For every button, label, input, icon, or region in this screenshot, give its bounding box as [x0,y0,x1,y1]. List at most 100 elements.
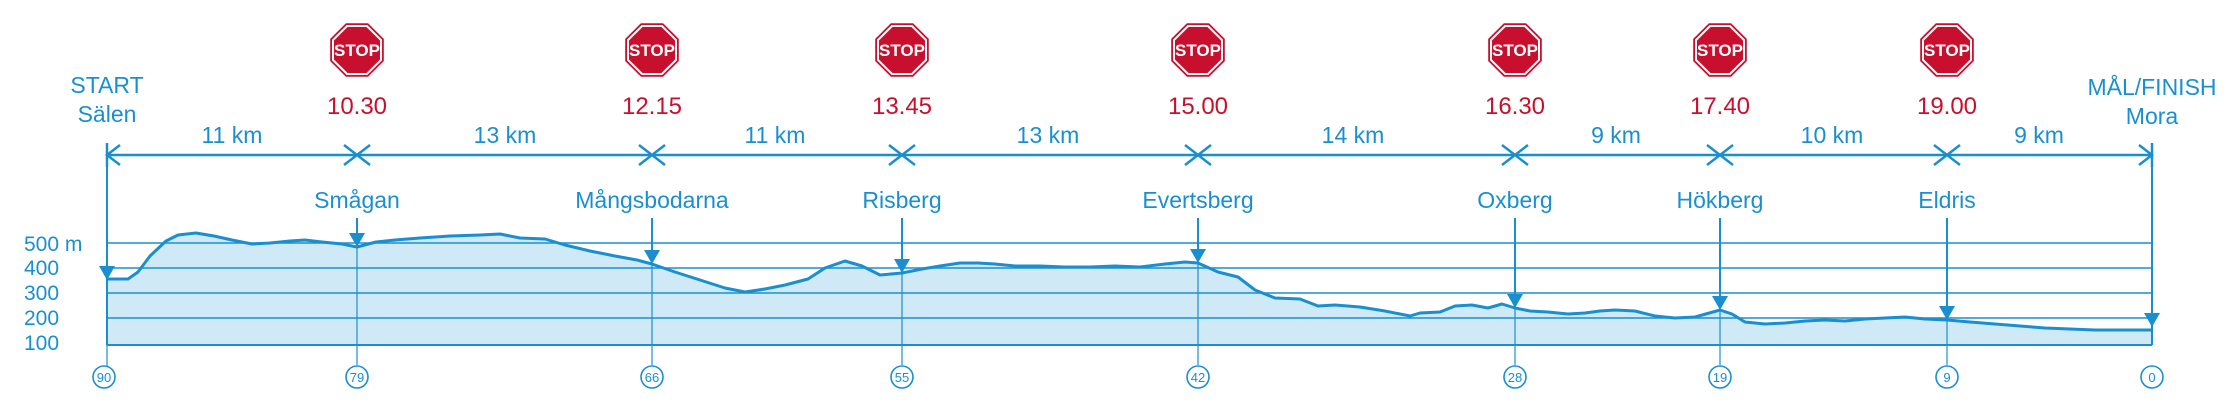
finish-label: MÅL/FINISH [2087,73,2216,100]
station-name: Smågan [314,187,400,213]
elevation-label-500: 500 m [24,233,82,256]
elevation-label-400: 400 [24,257,59,280]
arrowhead-left [649,144,666,166]
station-km-circle [1935,365,1959,389]
stop-sign-octagon [875,23,929,77]
elevation-profile-area [107,233,2152,345]
stop-sign-text: STOP [879,41,925,60]
elevation-profile-line [107,231,2152,332]
station-km-label: 66 [645,370,659,385]
arrowhead-left [1195,144,1212,166]
stop-sign-octagon [1488,23,1542,77]
finish-profile-arrow [2144,313,2160,327]
station-eldris: STOP 19.00 Eldris 9 [1917,23,1977,389]
stop-sign-text: STOP [1697,41,1743,60]
station-name: Eldris [1918,187,1976,213]
stop-sign-octagon [330,23,384,77]
stop-sign-icon: STOP [1693,23,1747,77]
station-km-label: 55 [895,370,909,385]
finish-km-label: 0 [2148,370,2155,385]
station-km-label: 9 [1943,370,1950,385]
stop-sign-border [1490,25,1540,75]
segment-label: 11 km [202,122,263,148]
station-hökberg: STOP 17.40 Hökberg 19 [1677,23,1764,389]
arrowhead-right [2138,144,2155,166]
cutoff-time: 12.15 [622,93,682,120]
finish-marker: 0 [2140,313,2164,389]
stop-sign-octagon [1171,23,1225,77]
station-name: Hökberg [1677,187,1764,213]
station-km-circle [1503,365,1527,389]
stop-sign-border [1173,25,1223,75]
elevation-gridlines [107,242,2152,346]
start-location: Sälen [78,101,137,127]
stop-sign-text: STOP [1175,41,1221,60]
start-marker: 90 [92,266,116,389]
segment-label: 9 km [2014,122,2064,148]
cutoff-time: 16.30 [1485,93,1545,120]
station-name: Mångsbodarna [575,187,729,213]
stop-sign-border [627,25,677,75]
arrowhead-left [1512,144,1529,166]
stop-sign-octagon [625,23,679,77]
stop-sign-icon: STOP [1920,23,1974,77]
station-km-label: 79 [350,370,364,385]
stop-sign-icon: STOP [1171,23,1225,77]
station-smågan: STOP 10.30 Smågan 79 [314,23,400,389]
station-pointer-arrow [1190,249,1206,263]
station-km-circle [890,365,914,389]
station-km-label: 19 [1713,370,1727,385]
arrowhead-left [104,144,121,166]
segment-label: 11 km [745,122,806,148]
stop-sign-border [1695,25,1745,75]
station-evertsberg: STOP 15.00 Evertsberg 42 [1142,23,1254,389]
segment-label: 14 km [1322,122,1385,148]
station-km-circle [345,365,369,389]
finish-location: Mora [2126,103,2179,129]
start-km-circle [92,365,116,389]
arrowhead-left [1717,144,1734,166]
station-pointer-arrow [1507,294,1523,308]
cutoff-time: 17.40 [1690,93,1750,120]
station-km-circle [1708,365,1732,389]
station-pointer-arrow [1712,296,1728,310]
stop-sign-border [1922,25,1972,75]
station-mångsbodarna: STOP 12.15 Mångsbodarna 66 [575,23,729,389]
arrowhead-left [899,144,916,166]
start-km-label: 90 [97,370,111,385]
cutoff-time: 19.00 [1917,93,1977,120]
cutoff-time: 13.45 [872,93,932,120]
station-name: Oxberg [1477,187,1552,213]
stop-sign-icon: STOP [330,23,384,77]
segment-distances: 11 km 13 km 11 km 13 km 14 km 9 km 10 km… [202,122,2064,148]
station-oxberg: STOP 16.30 Oxberg 28 [1477,23,1553,389]
stop-sign-octagon [1920,23,1974,77]
stop-sign-border [877,25,927,75]
station-name: Evertsberg [1142,187,1253,213]
stop-sign-text: STOP [629,41,675,60]
segment-label: 13 km [1017,122,1080,148]
station-km-label: 42 [1191,370,1205,385]
station-risberg: STOP 13.45 Risberg 55 [862,23,942,389]
elevation-label-100: 100 [24,332,59,355]
station-km-circle [1186,365,1210,389]
stop-sign-icon: STOP [625,23,679,77]
station-km-label: 28 [1508,370,1522,385]
segment-label: 9 km [1591,122,1641,148]
stop-sign-text: STOP [334,41,380,60]
segment-arrowheads [104,144,2155,166]
elevation-label-300: 300 [24,282,59,305]
segment-label: 13 km [474,122,537,148]
arrowhead-left [1944,144,1961,166]
control-stations: STOP 10.30 Smågan 79 STOP 12.15 Mångsbodarna 66… [106,23,1977,389]
stop-sign-text: STOP [1924,41,1970,60]
start-profile-arrow [99,266,115,280]
finish-km-circle [2140,365,2164,389]
arrowhead-left [354,144,371,166]
start-label: START [70,72,143,98]
station-pointer-arrow [1939,306,1955,320]
stop-sign-icon: STOP [875,23,929,77]
stop-sign-border [332,25,382,75]
